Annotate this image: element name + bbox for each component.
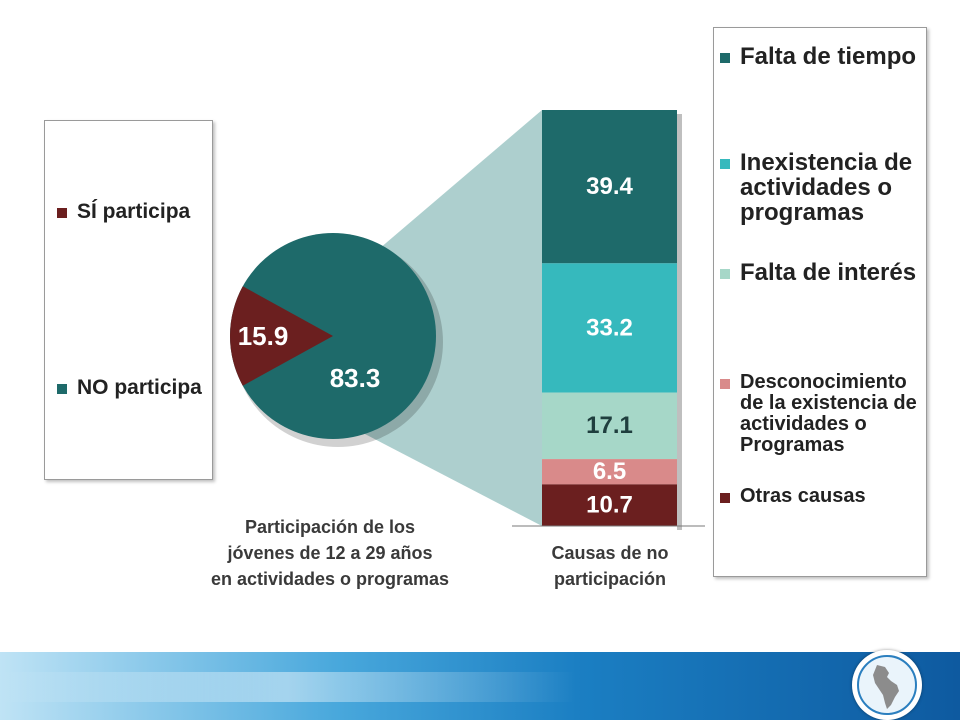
- pie-caption-line: jóvenes de 12 a 29 años: [227, 543, 433, 563]
- pie-legend: SÍ participa NO participa: [44, 120, 213, 480]
- legend-item-no-participa: NO participa: [57, 376, 202, 399]
- legend-label-no-participa: NO participa: [77, 376, 202, 399]
- footer-band: [0, 652, 960, 720]
- pie-caption-line: Participación de los: [244, 517, 416, 537]
- legend-label-inexistencia: Inexistencia de actividades o programas: [740, 149, 913, 227]
- bar-segment-inexistencia: [542, 263, 677, 393]
- legend-item-inexistencia: Inexistencia de actividades o programas: [720, 150, 920, 226]
- bar-segment-falta-de-tiempo: [542, 110, 677, 264]
- bar-caption-line: participación: [553, 569, 667, 589]
- bar-caption-line: Causas de no: [551, 543, 669, 563]
- bar-data-label-falta-de-tiempo: 39.4: [586, 173, 633, 200]
- bar-caption: Causas de no participación: [520, 540, 700, 592]
- footer-streak: [0, 672, 960, 702]
- legend-item-falta-de-interes: Falta de interés: [720, 260, 920, 285]
- pie-data-label-si-participa: 15.9: [238, 321, 289, 351]
- legend-item-desconocimiento: Desconocimiento de la existencia de acti…: [720, 372, 920, 456]
- latin-america-map-emblem-icon: [852, 650, 922, 720]
- bar-segment-otras-causas: [542, 484, 677, 526]
- legend-label-falta-de-interes: Falta de interés: [740, 259, 917, 286]
- pie-data-label-no-participa: 83.3: [330, 363, 381, 393]
- legend-item-si-participa: SÍ participa: [57, 200, 191, 223]
- legend-swatch-desconocimiento: [720, 379, 730, 389]
- legend-swatch-falta-de-interes: [720, 269, 730, 279]
- legend-swatch-si-participa: [57, 208, 67, 218]
- bar-data-label-falta-de-interes: 17.1: [586, 412, 633, 439]
- legend-label-falta-de-tiempo: Falta de tiempo: [740, 43, 917, 70]
- pie-caption-line: en actividades o programas: [210, 569, 450, 589]
- bar-data-label-inexistencia: 33.2: [586, 314, 633, 341]
- bar-data-label-desconocimiento: 6.5: [593, 458, 626, 485]
- bar-shadow: [677, 114, 682, 530]
- bar-data-label-otras-causas: 10.7: [586, 492, 633, 519]
- legend-label-si-participa: SÍ participa: [77, 200, 191, 223]
- bar-segment-falta-de-interes: [542, 392, 677, 460]
- legend-item-otras-causas: Otras causas: [720, 486, 920, 507]
- legend-label-desconocimiento: Desconocimiento de la existencia de acti…: [740, 371, 917, 456]
- pie-caption: Participación de los jóvenes de 12 a 29 …: [180, 514, 480, 592]
- pie-slice-si-participa: [230, 286, 333, 386]
- legend-swatch-otras-causas: [720, 493, 730, 503]
- legend-item-falta-de-tiempo: Falta de tiempo: [720, 44, 920, 69]
- legend-swatch-falta-de-tiempo: [720, 53, 730, 63]
- bar-legend: Falta de tiempo Inexistencia de activida…: [713, 27, 927, 577]
- legend-label-otras-causas: Otras causas: [740, 485, 866, 507]
- legend-swatch-no-participa: [57, 384, 67, 394]
- bar-segment-desconocimiento: [542, 459, 677, 485]
- legend-swatch-inexistencia: [720, 159, 730, 169]
- pie-to-bar-connector: [339, 110, 542, 526]
